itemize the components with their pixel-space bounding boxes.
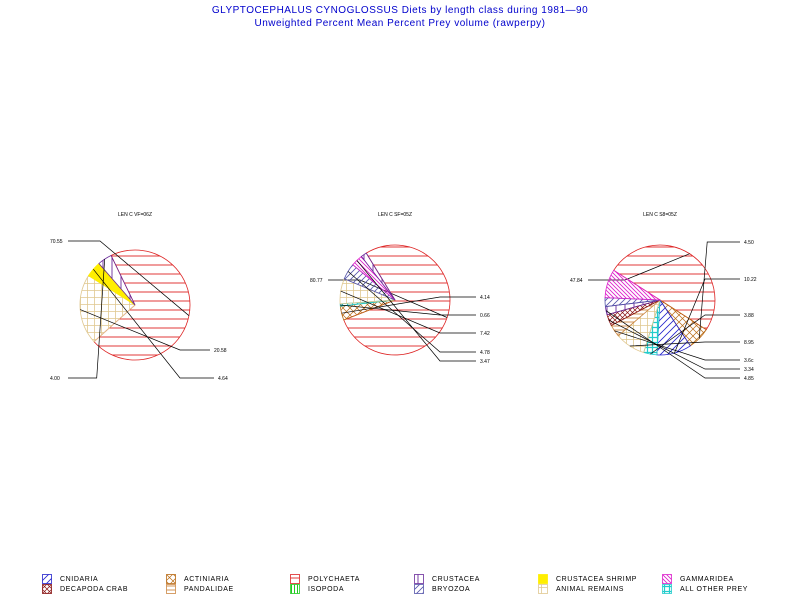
- legend-label: BRYOZOA: [432, 586, 471, 593]
- legend: CNIDARIA: [0, 574, 800, 600]
- slice-value-label: 3.6c: [744, 358, 754, 364]
- legend-swatch: [662, 584, 672, 594]
- slice-value-label: 10.22: [744, 277, 757, 283]
- pie-chart-2: LEN C SF=05Z 80.77 4.14 0.66 7.42 4.78 3.47: [310, 212, 490, 365]
- pie-title: LEN C VF=06Z: [118, 212, 152, 218]
- legend-swatch: [662, 574, 672, 584]
- legend-label: ISOPODA: [308, 586, 345, 593]
- slice-value-label: 7.42: [480, 331, 490, 337]
- slice-value-label: 3.47: [480, 359, 490, 365]
- legend-label: CRUSTACEA: [432, 576, 481, 583]
- slice-value-label: 20.58: [214, 348, 227, 354]
- legend-label: ACTINIARIA: [184, 576, 230, 583]
- leader-line: [340, 290, 476, 334]
- leader-line: [340, 304, 476, 316]
- leader-line: [608, 319, 740, 370]
- leader-line: [68, 240, 190, 316]
- leader-line: [629, 341, 740, 347]
- legend-label: DECAPODA CRAB: [60, 586, 129, 593]
- pie-slice: [79, 275, 136, 343]
- slice-value-label: 4.78: [480, 350, 490, 356]
- slice-value-label: 4.50: [744, 240, 754, 246]
- slice-value-label: 4.14: [480, 295, 490, 301]
- legend-swatch: [290, 584, 300, 594]
- slice-value-label: 0.66: [480, 313, 490, 319]
- pie-title: LEN C SF=05Z: [378, 212, 412, 218]
- pie-slice: [98, 254, 136, 306]
- slice-value-label: 4.64: [218, 376, 228, 382]
- leader-line: [605, 310, 740, 379]
- chart-title: GLYPTOCEPHALUS CYNOGLOSSUS Diets by leng…: [211, 5, 589, 16]
- legend-swatch: [538, 584, 548, 594]
- leader-line: [347, 271, 476, 353]
- pie-title: LEN C S8=05Z: [643, 212, 677, 218]
- legend-label: PANDALIDAE: [184, 586, 234, 593]
- leader-line: [614, 330, 740, 361]
- slice-value-label: 3.34: [744, 367, 754, 373]
- slice-value-label: 8.95: [744, 340, 754, 346]
- legend-swatch: [42, 574, 52, 584]
- legend-swatch: [166, 584, 176, 594]
- pie-chart-3: LEN C S8=05Z 47.84 4.50 10.22 3.88 8.95 3.6c 3.…: [570, 212, 757, 382]
- legend-label: ALL OTHER PREY: [680, 586, 749, 593]
- legend-swatch: [538, 574, 548, 584]
- leader-line: [674, 278, 740, 354]
- chart-subtitle: Unweighted Percent Mean Percent Prey vol…: [254, 18, 546, 29]
- legend-swatch: [414, 574, 424, 584]
- leader-line: [698, 241, 740, 339]
- legend-swatch: [166, 574, 176, 584]
- pie-slice: [360, 252, 396, 301]
- pie-slice: [343, 244, 451, 356]
- legend-label: POLYCHAETA: [308, 576, 361, 583]
- pie-slice: [604, 269, 662, 301]
- leader-line: [356, 260, 476, 362]
- legend-label: CNIDARIA: [60, 576, 99, 583]
- legend-label: CRUSTACEA SHRIMP: [556, 576, 638, 583]
- pie-chart-1: LEN C VF=06Z 70.55 20.58 4.64 4.00: [50, 212, 228, 382]
- slice-value-label: 80.77: [310, 278, 323, 284]
- leader-line: [80, 309, 210, 351]
- legend-swatch: [290, 574, 300, 584]
- slice-value-label: 47.84: [570, 278, 583, 284]
- legend-label: GAMMARIDEA: [680, 576, 734, 583]
- slice-value-label: 70.55: [50, 239, 63, 245]
- leader-line: [68, 259, 106, 379]
- slice-value-label: 3.88: [744, 313, 754, 319]
- slice-value-label: 4.85: [744, 376, 754, 382]
- leader-line: [649, 314, 740, 355]
- pie-slice: [613, 244, 716, 331]
- title-block: GLYPTOCEPHALUS CYNOGLOSSUS Diets by leng…: [0, 4, 800, 30]
- legend-swatch: [42, 584, 52, 594]
- leader-line: [93, 268, 214, 379]
- legend-swatch: [414, 584, 424, 594]
- leader-line: [341, 296, 476, 314]
- legend-label: ANIMAL REMAINS: [556, 586, 625, 593]
- slice-value-label: 4.00: [50, 376, 60, 382]
